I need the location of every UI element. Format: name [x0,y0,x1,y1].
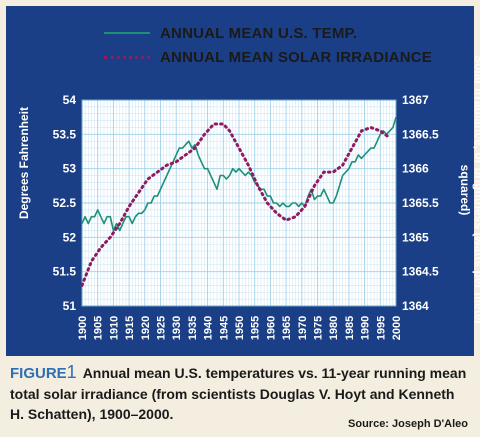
y2-tick-label: 1366.5 [402,127,439,141]
x-tick-label: 1985 [344,316,356,340]
y-tick-label: 51.5 [53,265,77,279]
x-tick-label: 1990 [360,316,372,340]
x-tick-label: 2000 [391,316,403,340]
y2-tick-label: 1367 [402,93,429,107]
source-credit: Source: Joseph D'Aleo [348,418,468,430]
x-tick-label: 1905 [93,316,105,340]
x-tick-label: 1920 [140,316,152,340]
y-tick-label: 51 [63,299,77,313]
y-tick-label: 52 [63,230,77,244]
series-line-us-temp [81,116,397,232]
legend-label-solar: ANNUAL MEAN SOLAR IRRADIANCE [160,48,432,66]
x-tick-label: 1980 [328,316,340,340]
legend-swatch-temp [104,32,150,34]
y-tick-label: 53 [63,162,77,176]
caption-text: Annual mean U.S. temperatures vs. 11-yea… [10,365,467,422]
grid [81,99,397,307]
y-tick-label: 54 [63,93,77,107]
x-ticks: 1900 1905 1910 1915 1920 1925 1930 1935 1940 1945… [77,316,403,340]
y2-tick-label: 1364.5 [402,265,439,279]
x-tick-label: 1940 [203,316,215,340]
plot-border [81,99,397,307]
chart-svg: 51 51.5 52 52.5 53 53.5 54 1364 1364.5 1365 1365.… [53,93,439,340]
x-tick-label: 1960 [265,316,277,340]
caption-figure-word: FIGURE [10,365,67,382]
y2-tick-label: 1364 [402,299,429,313]
x-tick-label: 1915 [124,316,136,340]
x-tick-label: 1950 [234,316,246,340]
legend-item-solar: ANNUAL MEAN SOLAR IRRADIANCE [104,45,432,69]
chart-panel: 51 51.5 52 52.5 53 53.5 54 1364 1364.5 1365 1365.… [6,6,480,356]
y2-tick-label: 1366 [402,162,429,176]
y2-ticks: 1364 1364.5 1365 1365.5 1366 1366.5 1367 [402,93,439,313]
y-ticks: 51 51.5 52 52.5 53 53.5 54 [53,93,77,313]
x-tick-label: 1900 [77,316,89,340]
x-tick-label: 1995 [375,316,387,340]
y2-tick-label: 1365 [402,230,429,244]
x-tick-label: 1955 [250,316,262,340]
x-tick-label: 1975 [313,316,325,340]
y2-axis-label: Solar irradiance, or brightness (watts p… [458,54,480,326]
legend: ANNUAL MEAN U.S. TEMP. ANNUAL MEAN SOLAR… [104,21,432,69]
y-tick-label: 53.5 [53,127,77,141]
legend-label-temp: ANNUAL MEAN U.S. TEMP. [160,24,358,42]
legend-item-temp: ANNUAL MEAN U.S. TEMP. [104,21,432,45]
y-axis-label: Degrees Fahrenheit [17,106,31,220]
caption: FIGURE1 Annual mean U.S. temperatures vs.… [10,362,472,424]
x-tick-label: 1925 [156,316,168,340]
x-tick-label: 1970 [297,316,309,340]
legend-swatch-solar [104,55,150,59]
x-tick-label: 1945 [218,316,230,340]
x-tick-label: 1930 [171,316,183,340]
caption-figure-number: 1 [66,362,77,382]
y2-tick-label: 1365.5 [402,196,439,210]
x-tick-label: 1910 [108,316,120,340]
x-tick-label: 1935 [187,316,199,340]
series-line-solar-irradiance [80,122,392,287]
x-tick-label: 1965 [281,316,293,340]
y-tick-label: 52.5 [53,196,77,210]
series [80,116,397,287]
